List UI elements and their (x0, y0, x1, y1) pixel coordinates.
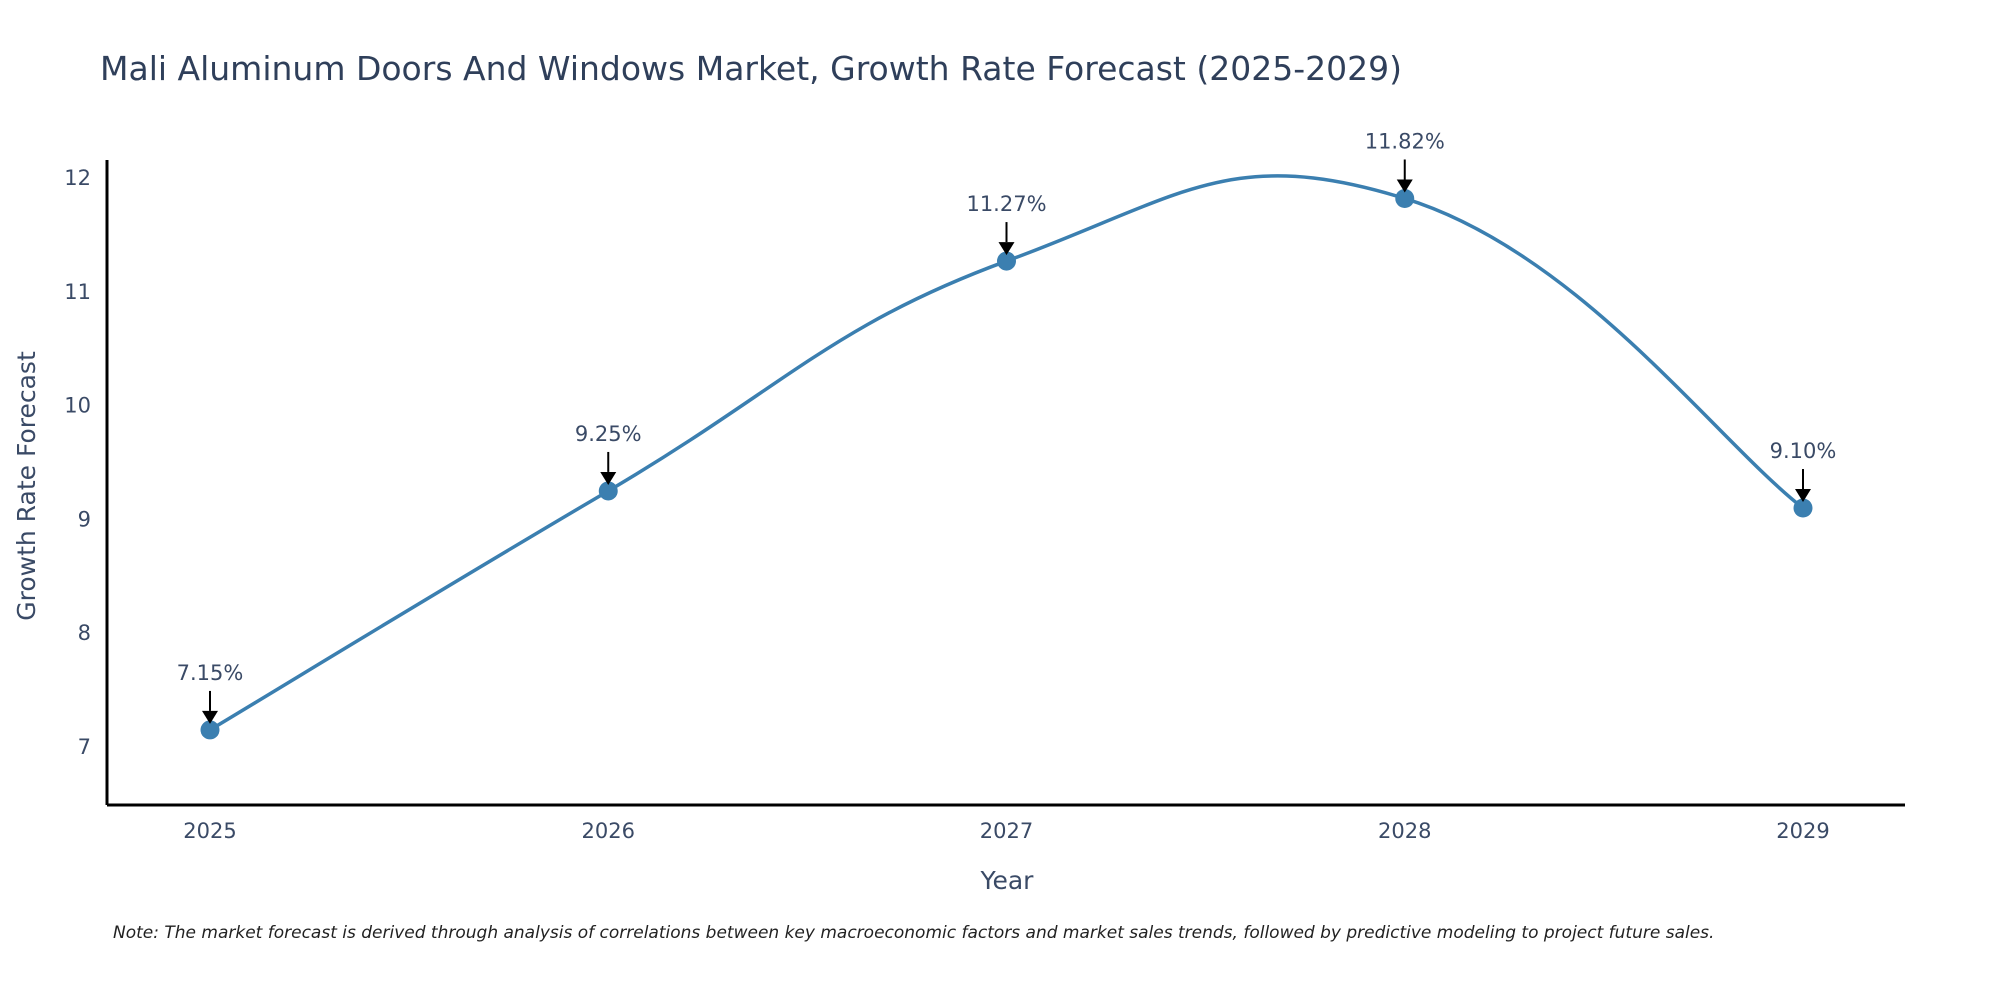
chart-note: Note: The market forecast is derived thr… (113, 923, 1714, 943)
data-point-2025 (200, 720, 220, 740)
y-axis-ticks: 7 8 9 10 11 12 (64, 166, 91, 759)
y-axis-title: Growth Rate Forecast (12, 351, 41, 621)
chart-title: Mali Aluminum Doors And Windows Market, … (100, 49, 1402, 88)
chart-axes (105, 160, 1905, 807)
annotation-arrowhead-2025 (202, 710, 218, 724)
x-tick-label-2026: 2026 (582, 819, 635, 843)
x-tick-label-2028: 2028 (1378, 819, 1431, 843)
data-point-markers (200, 188, 1813, 740)
data-label-2026: 9.25% (575, 422, 642, 446)
y-tick-label-5: 12 (64, 166, 91, 190)
x-axis-ticks: 2025 2026 2027 2028 2029 (183, 819, 1829, 843)
y-tick-label-0: 7 (78, 735, 91, 759)
y-tick-label-2: 9 (78, 507, 91, 531)
annotation-arrowhead-2028 (1396, 179, 1413, 193)
y-tick-label-3: 10 (64, 394, 91, 418)
data-label-2025: 7.15% (177, 661, 244, 685)
y-tick-label-4: 11 (64, 280, 91, 304)
data-label-2029: 9.10% (1770, 439, 1837, 463)
data-label-2028: 11.82% (1365, 129, 1445, 153)
annotation-arrowhead-2029 (1795, 489, 1811, 503)
data-point-2026 (598, 481, 618, 501)
data-point-2029 (1793, 498, 1813, 518)
x-tick-label-2027: 2027 (980, 819, 1033, 843)
annotation-arrowhead-2027 (998, 242, 1015, 256)
data-point-2028 (1395, 188, 1415, 208)
x-tick-label-2029: 2029 (1776, 819, 1829, 843)
data-label-2027: 11.27% (966, 192, 1046, 216)
x-axis-title: Year (980, 866, 1035, 895)
data-point-2027 (997, 251, 1016, 271)
annotation-arrowhead-2026 (600, 471, 617, 485)
x-tick-label-2025: 2025 (183, 819, 236, 843)
y-tick-label-1: 8 (78, 621, 91, 645)
data-point-annotations: 7.15% 9.25% 11.27% 11.82% 9.10% (177, 129, 1837, 724)
